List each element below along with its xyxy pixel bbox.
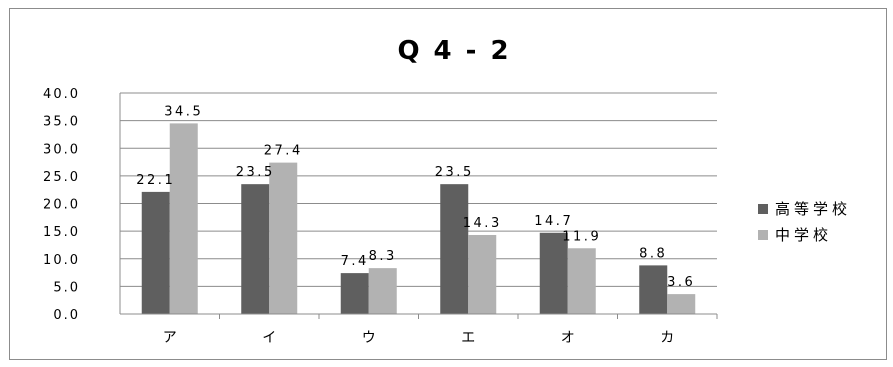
y-tick-label: 15.0 (43, 225, 80, 240)
data-label: 27.4 (264, 144, 303, 159)
data-label: 8.3 (369, 249, 397, 264)
x-tick-label: イ (262, 330, 276, 346)
y-tick-label: 20.0 (43, 198, 80, 213)
legend-swatch (758, 204, 768, 214)
data-label: 34.5 (164, 104, 203, 119)
data-label: 14.3 (463, 216, 502, 231)
bar (340, 273, 369, 314)
bar (639, 265, 668, 314)
axis-layer: 0.0 5.0 10.0 15.0 20.0 25.0 30.0 35.0 40.0 ア イ ウ エ オ カ (43, 87, 718, 346)
legend-label: 高等学校 (775, 200, 851, 218)
data-label: 8.8 (639, 246, 667, 261)
legend-label: 中学校 (775, 226, 832, 244)
x-tick-label: ウ (362, 330, 376, 346)
data-label: 7.4 (341, 254, 369, 269)
bar (241, 184, 270, 314)
data-label: 11.9 (562, 229, 601, 244)
x-tick-label: カ (660, 330, 674, 346)
x-tick-label: ア (163, 330, 177, 346)
y-tick-label: 35.0 (43, 115, 80, 130)
bar (468, 234, 497, 314)
labels-layer: 22.1 34.5 23.5 27.4 7.4 8.3 23.5 14.3 14.711.9 8.… (136, 104, 695, 290)
bar (667, 294, 696, 314)
bar (440, 184, 469, 314)
data-label: 23.5 (236, 165, 275, 180)
chart-title: Q4-2 (397, 36, 522, 66)
bar (539, 232, 568, 314)
x-tick-label: オ (561, 330, 575, 346)
y-tick-label: 10.0 (43, 253, 80, 268)
bar (169, 123, 198, 314)
data-label: 3.6 (667, 275, 695, 290)
bar-chart: Q4-2 22.134.523.527.47.4 8.323.514.3 14.71… (43, 36, 851, 346)
legend-swatch (758, 230, 768, 240)
data-label: 22.1 (136, 173, 175, 188)
bar (368, 268, 397, 314)
chart-frame: Q4-2 22.1 34.5 23.5 27.4 7.4 8.3 23.5 14.3 14.7 1… (9, 8, 887, 360)
bars-layer (141, 123, 696, 314)
grid-layer (120, 92, 717, 315)
data-label: 23.5 (435, 165, 474, 180)
y-tick-label: 30.0 (43, 142, 80, 157)
y-tick-label: 5.0 (53, 280, 80, 295)
x-tick-label: エ (461, 330, 475, 346)
data-label: 14.7 (534, 214, 573, 229)
y-tick-label: 40.0 (43, 87, 80, 102)
y-tick-label: 25.0 (43, 170, 80, 185)
bar (567, 248, 596, 314)
bar (141, 191, 170, 314)
bar (269, 162, 298, 314)
y-tick-label: 0.0 (53, 308, 80, 323)
